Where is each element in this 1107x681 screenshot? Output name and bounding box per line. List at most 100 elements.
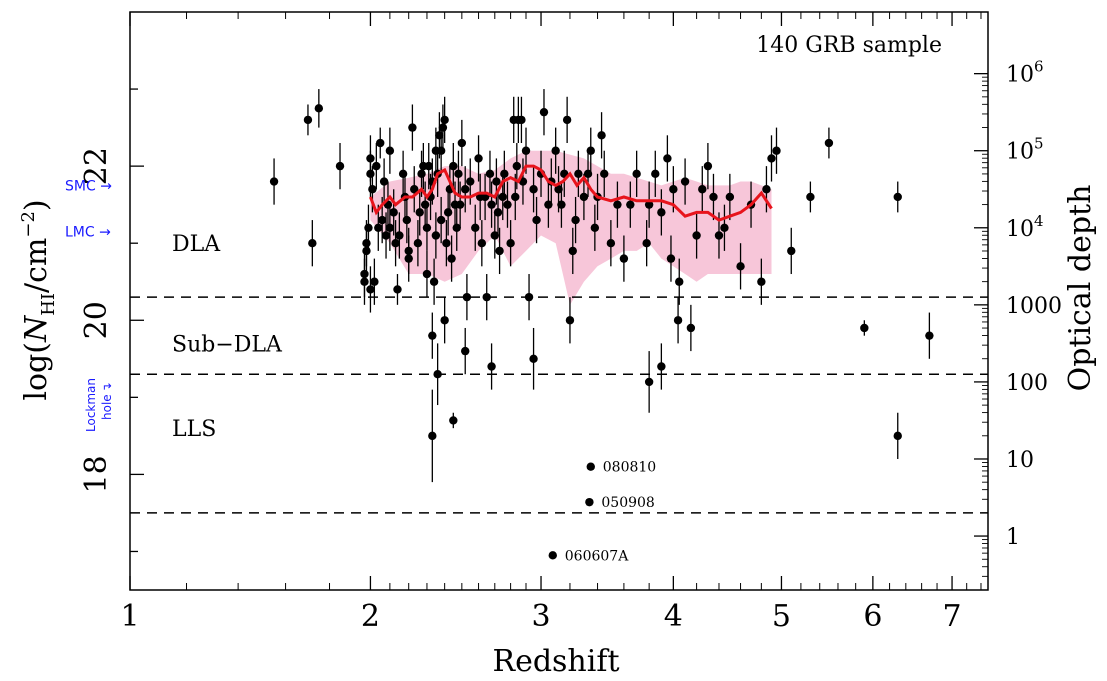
annotated-point [585,497,594,507]
data-point [428,331,437,340]
y2-tick-base: 1 [1006,525,1020,550]
data-point [512,161,522,171]
data-point [395,231,404,240]
data-point [436,215,446,225]
y-axis-title-close: ) [19,199,54,211]
y2-tick-exponent: 5 [1034,135,1044,153]
data-point [586,146,595,155]
side-markers: SMC → LMC → [65,178,112,240]
x-axis: 1 2 3 4 5 6 7 [120,12,982,634]
data-point [757,277,766,286]
data-point [626,200,635,209]
data-point [385,223,395,232]
data-point [389,208,398,217]
data-point [644,377,654,387]
data-point [404,246,413,256]
data-point [391,239,400,248]
data-point [457,138,467,148]
data-point [436,146,446,155]
plot-frame [129,11,989,591]
lockman-hole-label: Lockman [84,378,98,432]
data-point [372,161,381,171]
x-tick-label: 2 [361,599,380,634]
data-point [393,285,402,294]
data-point [529,354,538,363]
x-tick-label: 5 [772,599,791,634]
data-point [657,362,666,371]
annotated-point [548,551,557,560]
data-point [644,200,654,209]
data-point [398,169,408,179]
data-point [539,107,549,117]
data-point [762,185,771,194]
data-point [720,223,729,232]
data-point [415,208,424,217]
data-point [597,131,606,140]
data-point [495,246,504,256]
arrow-right-icon: → [100,178,112,194]
x-tick-label: 3 [531,599,550,634]
data-point [314,104,324,113]
lockman-hole-sub: hole ↴ [100,382,114,420]
grb-label: 080810 [603,460,656,476]
data-point [600,169,609,179]
y2-tick-label: 10 [1006,448,1034,473]
plot-border [129,11,989,591]
data-point [632,169,641,179]
data-point [714,231,724,240]
y2-tick-exponent: 4 [1034,212,1044,230]
x-tick-label: 1 [120,599,139,634]
data-point [429,277,439,286]
region-label: LLS [172,417,216,442]
data-point [703,161,713,171]
data-point [477,239,487,248]
data-point [422,269,432,279]
data-points [269,89,934,483]
data-point [335,161,345,171]
y2-tick-label: 104 [1006,212,1044,242]
data-point [613,200,622,209]
data-point [565,316,575,325]
data-point [657,208,666,217]
y2-tick-label: 106 [1006,58,1044,88]
data-point [686,323,696,333]
data-point [269,177,279,186]
y-axis-title-prefix: log( [19,342,54,401]
y-tick-label: 22 [79,147,114,185]
data-point [308,239,317,248]
x-tick-label: 6 [863,599,882,634]
data-point [413,239,423,248]
data-point [454,169,463,179]
data-point [568,246,577,256]
data-point [571,215,580,225]
arrow-right-icon: → [99,225,111,241]
data-point [675,277,684,286]
data-point [461,185,470,194]
data-point [381,231,391,240]
data-point [557,200,566,209]
data-point [379,177,389,186]
data-point [461,346,470,356]
region-label: Sub−DLA [172,332,283,357]
data-point [524,292,534,302]
data-point [370,277,379,286]
data-point [642,239,651,248]
data-point [424,161,433,171]
data-point [767,154,776,163]
y2-tick-base: 10 [1006,140,1034,165]
data-point [666,254,676,263]
side-marker-label: SMC → [65,178,112,194]
y2-tick-label: 100 [1006,371,1048,396]
data-point [736,262,745,271]
data-point [500,169,509,179]
data-point [521,146,531,155]
data-point [562,115,572,125]
y-tick-label: 18 [79,455,114,493]
data-point [366,285,375,294]
data-point [517,115,526,125]
data-point [680,177,690,186]
side-marker-label: LMC → [65,225,111,241]
y2-axis-title: Optical depth [1063,185,1098,392]
